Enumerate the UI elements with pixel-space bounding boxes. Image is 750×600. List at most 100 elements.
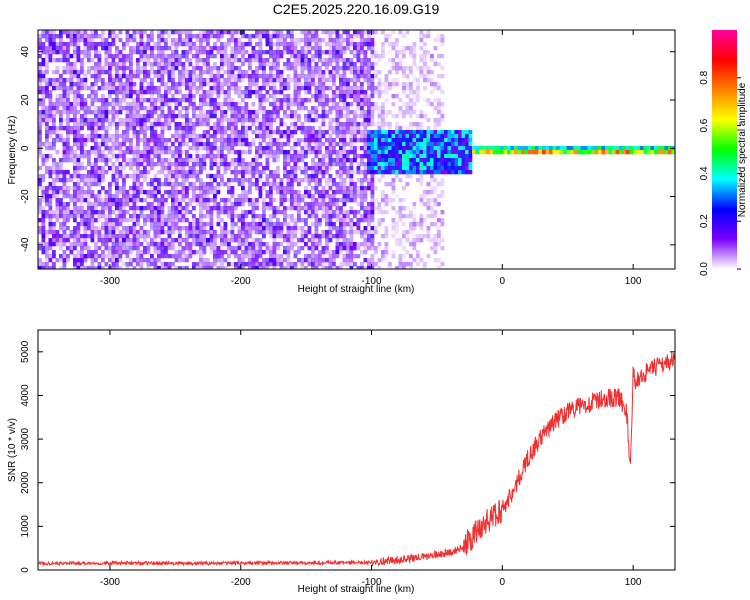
heatmap-cell <box>139 102 144 107</box>
heatmap-cell <box>286 250 291 255</box>
heatmap-cell <box>255 178 259 183</box>
heatmap-cell <box>104 142 109 147</box>
heatmap-cell <box>258 246 263 251</box>
heatmap-cell <box>59 206 63 211</box>
heatmap-cell <box>45 266 49 269</box>
heatmap-cell <box>118 142 123 147</box>
heatmap-cell <box>202 242 207 247</box>
heatmap-cell <box>59 134 63 139</box>
heatmap-cell <box>69 110 74 115</box>
heatmap-cell <box>59 234 63 239</box>
heatmap-cell <box>433 162 438 167</box>
heatmap-cell <box>48 142 53 147</box>
heatmap-cell <box>206 94 210 99</box>
heatmap-cell <box>118 82 123 87</box>
heatmap-cell <box>437 242 441 247</box>
heatmap-cell <box>76 54 81 59</box>
heatmap-cell <box>290 234 294 239</box>
heatmap-cell <box>300 106 305 111</box>
heatmap-cell <box>62 234 67 239</box>
heatmap-cell <box>276 126 280 131</box>
heatmap-cell <box>209 90 214 95</box>
heatmap-cell <box>251 82 256 87</box>
heatmap-cell <box>360 122 364 127</box>
heatmap-cell <box>209 142 214 147</box>
heatmap-cell <box>423 66 427 71</box>
heatmap-cell <box>349 90 354 95</box>
heatmap-cell <box>66 194 70 199</box>
heatmap-cell <box>80 174 84 179</box>
heatmap-cell <box>258 98 263 103</box>
heatmap-cell <box>297 194 301 199</box>
heatmap-cell <box>412 258 417 263</box>
heatmap-cell <box>202 78 207 83</box>
heatmap-cell <box>349 210 354 215</box>
heatmap-cell <box>437 182 441 187</box>
heatmap-cell <box>377 266 382 269</box>
heatmap-cell <box>360 30 364 35</box>
heatmap-cell <box>125 42 130 47</box>
heatmap-cell <box>426 162 431 167</box>
heatmap-cell <box>342 146 347 151</box>
heatmap-cell <box>321 230 326 235</box>
heatmap-cell <box>402 154 406 159</box>
heatmap-cell <box>157 86 161 91</box>
heatmap-cell <box>66 50 70 55</box>
heatmap-cell <box>129 114 133 119</box>
heatmap-cell <box>94 130 98 135</box>
heatmap-cell <box>290 194 294 199</box>
heatmap-cell <box>227 102 231 107</box>
heatmap-cell <box>360 82 364 87</box>
heatmap-cell <box>118 50 123 55</box>
heatmap-cell <box>118 174 123 179</box>
heatmap-cell <box>206 110 210 115</box>
heatmap-cell <box>115 142 119 147</box>
heatmap-cell <box>69 178 74 183</box>
heatmap-cell <box>346 110 350 115</box>
heatmap-cell <box>66 110 70 115</box>
heatmap-cell <box>230 38 235 43</box>
heatmap-cell <box>52 226 56 231</box>
heatmap-cell <box>290 266 294 269</box>
heatmap-cell <box>339 86 343 91</box>
heatmap-cell <box>360 158 364 163</box>
heatmap-cell <box>202 62 207 67</box>
heatmap-cell <box>132 198 137 203</box>
heatmap-cell <box>272 66 277 71</box>
heatmap-cell <box>381 258 385 263</box>
heatmap-cell <box>80 210 84 215</box>
heatmap-cell <box>262 86 266 91</box>
heatmap-cell <box>339 154 343 159</box>
heatmap-cell <box>381 126 385 131</box>
heatmap-cell <box>377 126 382 131</box>
heatmap-cell <box>409 106 413 111</box>
heatmap-cell <box>433 142 438 147</box>
heatmap-cell <box>188 58 193 63</box>
heatmap-cell <box>115 134 119 139</box>
heatmap-cell <box>335 34 340 39</box>
heatmap-cell <box>115 258 119 263</box>
heatmap-cell <box>146 38 151 43</box>
heatmap-cell <box>150 222 154 227</box>
heatmap-cell <box>209 70 214 75</box>
heatmap-cell <box>206 62 210 67</box>
heatmap-cell <box>90 86 95 91</box>
heatmap-cell <box>220 262 224 267</box>
heatmap-cell <box>55 162 60 167</box>
heatmap-cell <box>388 150 392 155</box>
heatmap-cell <box>97 114 102 119</box>
heatmap-cell <box>69 118 74 123</box>
heatmap-cell <box>122 250 126 255</box>
heatmap-cell <box>311 222 315 227</box>
heatmap-cell <box>73 130 77 135</box>
heatmap-cell <box>136 230 140 235</box>
heatmap-cell <box>48 50 53 55</box>
heatmap-cell <box>293 62 298 67</box>
heatmap-cell <box>181 50 186 55</box>
heatmap-cell <box>153 126 158 131</box>
heatmap-cell <box>367 206 371 211</box>
heatmap-cell <box>300 170 305 175</box>
heatmap-cell <box>97 154 102 159</box>
heatmap-cell <box>286 130 291 135</box>
heatmap-cell <box>237 214 242 219</box>
